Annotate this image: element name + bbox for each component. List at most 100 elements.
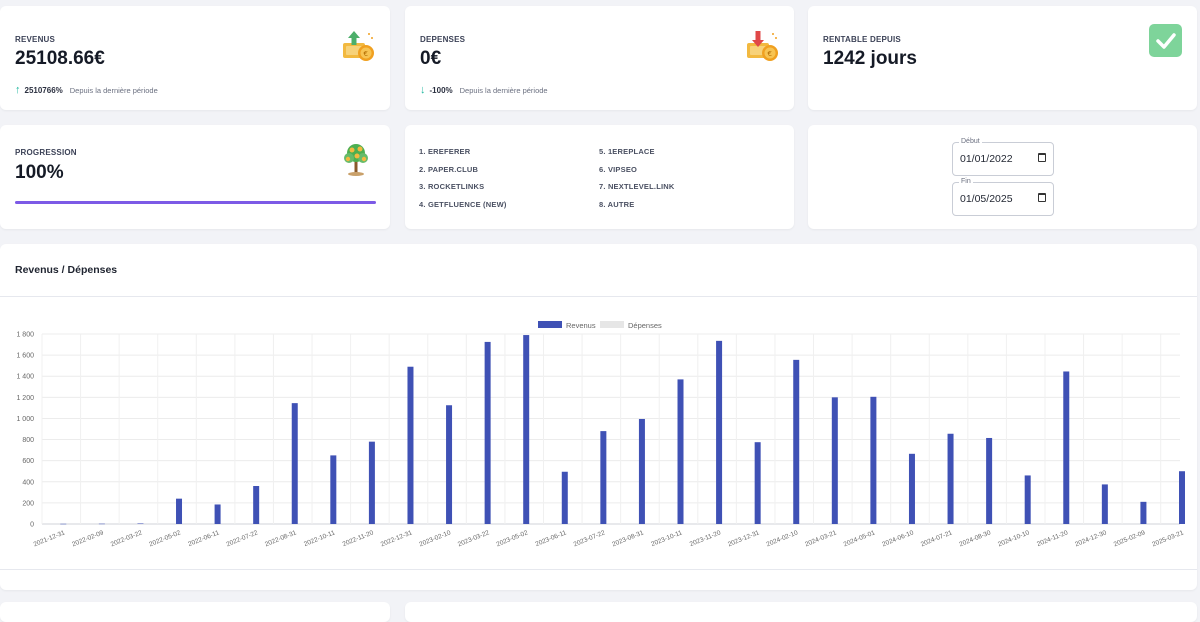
svg-text:€: € <box>364 50 368 58</box>
y-tick-label: 1 200 <box>16 395 34 402</box>
bar-revenus <box>407 366 414 524</box>
revenus-trend: ↑ 2510766% Depuis la dernière période <box>15 84 158 96</box>
platform-item: 6. VIPSEO <box>599 164 638 174</box>
bar-revenus <box>638 418 645 524</box>
bar-revenus <box>330 455 337 524</box>
y-tick-label: 800 <box>22 437 34 444</box>
date-range-card: Début 01/01/2022 Fin 01/05/2025 <box>808 125 1197 229</box>
bar-revenus <box>1140 501 1147 524</box>
x-tick-label: 2022-12-31 <box>380 529 414 548</box>
x-tick-label: 2023-05-02 <box>496 529 530 548</box>
x-tick-label: 2024-12-30 <box>1074 529 1108 548</box>
bar-revenus <box>986 437 993 524</box>
revenus-card: REVENUS 25108.66€ ↑ 2510766% Depuis la d… <box>0 6 390 110</box>
platform-item: 4. GETFLUENCE (NEW) <box>419 199 507 209</box>
x-tick-label: 2022-02-09 <box>71 529 105 548</box>
x-tick-label: 2022-05-02 <box>148 529 182 548</box>
arrow-up-icon: ↑ <box>15 84 21 96</box>
revenus-label: REVENUS <box>15 35 56 44</box>
start-date-label: Début <box>959 138 982 145</box>
divider <box>0 296 1197 297</box>
depenses-trend-value: -100% <box>429 85 453 95</box>
bar-revenus <box>677 379 684 524</box>
calendar-icon[interactable] <box>1038 153 1046 162</box>
x-tick-label: 2022-08-31 <box>264 529 298 548</box>
x-tick-label: 2024-10-10 <box>997 529 1031 548</box>
x-tick-label: 2023-06-11 <box>535 529 568 548</box>
depenses-trend: ↓ -100% Depuis la dernière période <box>420 84 548 96</box>
x-tick-label: 2025-02-09 <box>1113 529 1147 548</box>
check-icon <box>1149 24 1182 57</box>
bar-revenus <box>368 441 375 524</box>
x-tick-label: 2022-03-22 <box>110 529 144 548</box>
depenses-trend-desc: Depuis la dernière période <box>459 85 548 95</box>
revenue-chart: Revenus Dépenses 1 800 1 600 1 400 1 200 1 000… <box>16 321 1185 548</box>
end-date-label: Fin <box>959 178 973 185</box>
x-tick-label: 2022-11-20 <box>342 529 375 548</box>
bar-revenus <box>291 403 298 524</box>
progression-label: PROGRESSION <box>15 148 77 157</box>
bar-revenus <box>870 396 877 524</box>
end-date-field[interactable]: Fin 01/05/2025 <box>952 178 1054 216</box>
platform-item: 1. EREFERER <box>419 147 471 156</box>
x-tick-label: 2025-03-21 <box>1151 529 1185 548</box>
bar-revenus <box>60 523 67 525</box>
bar-revenus <box>1063 371 1070 524</box>
bar-revenus <box>98 523 105 525</box>
x-tick-label: 2023-11-20 <box>689 529 722 548</box>
platforms-card: 1. EREFERER 5. 1EREPLACE 2. PAPER.CLUB 6. V… <box>405 125 794 229</box>
calendar-icon[interactable] <box>1038 193 1046 202</box>
bar-revenus <box>716 340 723 524</box>
bar-revenus <box>908 453 915 524</box>
x-tick-label: 2022-06-11 <box>187 529 220 548</box>
y-tick-label: 0 <box>30 522 34 529</box>
chart-card: Revenus / Dépenses Revenus Dépenses 1 800 1… <box>0 244 1197 590</box>
bar-revenus <box>1101 484 1108 524</box>
depenses-value: 0€ <box>420 48 442 69</box>
y-tick-label: 600 <box>22 458 34 465</box>
y-tick-label: 200 <box>22 500 34 507</box>
bar-revenus <box>484 341 491 524</box>
platform-item: 8. AUTRE <box>599 199 635 209</box>
x-tick-label: 2024-11-20 <box>1036 529 1069 548</box>
x-tick-label: 2024-05-01 <box>843 529 877 548</box>
x-tick-label: 2023-12-31 <box>727 529 761 548</box>
progression-value: 100% <box>15 162 64 183</box>
legend-swatch-depenses <box>600 321 624 328</box>
end-date-value: 01/05/2025 <box>960 193 1013 205</box>
platform-item: 2. PAPER.CLUB <box>419 164 479 174</box>
y-tick-label: 1 000 <box>16 416 34 423</box>
platform-item: 7. NEXTLEVEL.LINK <box>599 182 675 191</box>
money-up-icon: € <box>340 28 376 64</box>
divider <box>0 569 1197 570</box>
legend-label-revenus: Revenus <box>566 321 596 330</box>
bar-revenus <box>561 471 568 524</box>
rentable-card: RENTABLE DEPUIS 1242 jours <box>808 6 1197 110</box>
bar-revenus <box>1179 471 1185 524</box>
bar-revenus <box>831 397 838 524</box>
x-tick-label: 2024-08-30 <box>958 529 992 548</box>
revenus-trend-desc: Depuis la dernière période <box>69 85 158 95</box>
bar-revenus <box>600 431 607 524</box>
platform-item: 3. ROCKETLINKS <box>419 182 485 191</box>
rentable-label: RENTABLE DEPUIS <box>823 35 901 44</box>
bottom-card-left <box>0 602 390 622</box>
legend-label-depenses: Dépenses <box>628 321 662 330</box>
x-tick-label: 2022-07-22 <box>225 529 259 548</box>
x-tick-label: 2023-08-31 <box>611 529 645 548</box>
y-tick-label: 400 <box>22 479 34 486</box>
x-tick-label: 2022-10-11 <box>303 529 336 548</box>
progress-bar <box>15 201 376 204</box>
progression-card: PROGRESSION 100% <box>0 125 390 229</box>
x-tick-label: 2024-03-21 <box>804 529 838 548</box>
platform-item: 5. 1EREPLACE <box>599 147 655 156</box>
bar-revenus <box>214 504 221 524</box>
money-tree-icon <box>338 141 374 177</box>
rentable-value: 1242 jours <box>823 48 917 69</box>
x-tick-label: 2024-06-10 <box>881 529 915 548</box>
bar-revenus <box>137 523 144 524</box>
revenus-trend-value: 2510766% <box>24 85 63 95</box>
start-date-field[interactable]: Début 01/01/2022 <box>952 138 1054 176</box>
y-tick-label: 1 800 <box>16 332 34 339</box>
platform-list: 1. EREFERER 5. 1EREPLACE 2. PAPER.CLUB 6. V… <box>419 147 779 209</box>
